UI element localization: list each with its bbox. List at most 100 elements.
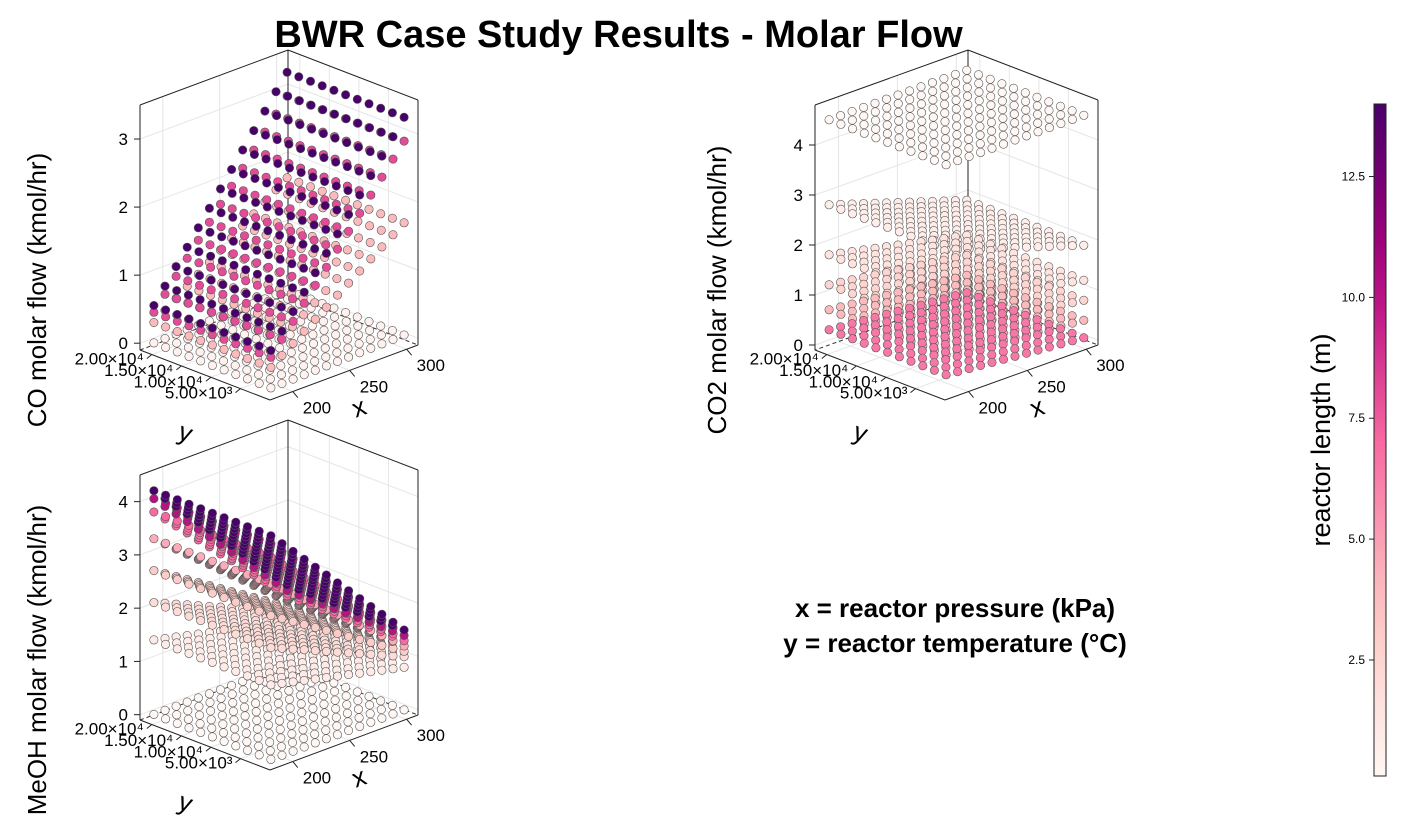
data-point: [329, 85, 339, 95]
data-point: [230, 360, 240, 370]
x-tick-label: 300: [417, 356, 445, 375]
data-point: [296, 144, 306, 154]
data-point: [253, 293, 263, 303]
data-point: [193, 223, 203, 233]
data-point: [310, 244, 320, 254]
data-point: [365, 221, 375, 231]
data-point: [1021, 131, 1031, 141]
data-point: [219, 344, 229, 354]
data-point: [387, 213, 397, 223]
data-point: [929, 147, 939, 157]
data-point: [321, 286, 331, 296]
data-point: [1033, 242, 1043, 252]
data-point: [318, 105, 328, 115]
data-point: [399, 218, 409, 228]
data-point: [263, 250, 273, 260]
data-point: [310, 268, 320, 278]
data-point: [265, 322, 275, 332]
data-point: [242, 313, 252, 323]
data-point: [344, 278, 354, 288]
data-point: [298, 239, 308, 249]
data-point: [276, 289, 286, 299]
data-point: [321, 262, 331, 272]
data-point: [364, 204, 374, 214]
data-point: [859, 128, 869, 138]
data-point: [266, 383, 276, 393]
data-point: [254, 317, 264, 327]
data-point: [251, 235, 261, 245]
data-point: [254, 369, 264, 379]
data-point: [343, 261, 353, 271]
data-point: [276, 370, 286, 380]
data-point: [321, 224, 331, 234]
data-point: [964, 152, 974, 162]
data-point: [299, 310, 309, 320]
data-point: [161, 342, 171, 352]
z-axis-label: CO molar flow (kmol/hr): [22, 153, 52, 427]
data-point: [847, 259, 857, 269]
data-point: [195, 280, 205, 290]
data-point: [275, 230, 285, 240]
data-point: [275, 244, 285, 254]
data-point: [227, 188, 237, 198]
data-point: [276, 361, 286, 371]
data-point: [172, 347, 182, 357]
data-point: [331, 181, 341, 191]
data-point: [184, 351, 194, 361]
data-point: [952, 121, 962, 131]
data-point: [341, 307, 351, 317]
data-point: [353, 118, 363, 128]
data-point: [273, 159, 283, 169]
data-point: [317, 186, 327, 196]
data-point: [332, 244, 342, 254]
data-point: [217, 267, 227, 277]
data-point: [1033, 127, 1043, 137]
data-point: [354, 249, 364, 259]
data-point: [239, 193, 249, 203]
data-point: [207, 360, 217, 370]
data-point: [353, 233, 363, 243]
data-point: [284, 139, 294, 149]
data-point: [962, 91, 972, 101]
y-tick: [235, 388, 241, 394]
colorbar-tick-label: 2.5: [1348, 653, 1365, 667]
data-point: [319, 325, 329, 335]
data-point: [341, 90, 351, 100]
data-point: [929, 155, 939, 165]
colorbar-tick-label: 7.5: [1348, 411, 1365, 425]
data-point: [265, 374, 275, 384]
data-point: [272, 111, 282, 121]
data-point: [859, 263, 869, 273]
data-point: [320, 177, 330, 187]
data-point: [871, 218, 881, 228]
data-point: [939, 82, 949, 92]
data-point: [310, 365, 320, 375]
data-point: [243, 353, 253, 363]
data-point: [917, 108, 927, 118]
colorbar-tick-label: 12.5: [1342, 170, 1366, 184]
data-point: [266, 362, 276, 372]
data-point: [341, 195, 351, 205]
data-point: [365, 237, 375, 247]
data-point: [342, 245, 352, 255]
data-point: [1056, 119, 1066, 129]
data-point: [388, 132, 398, 142]
data-point: [263, 226, 273, 236]
colorbar-tick-label: 5.0: [1348, 532, 1365, 546]
data-point: [364, 316, 374, 326]
data-point: [207, 351, 217, 361]
data-point: [265, 298, 275, 308]
data-point: [161, 322, 171, 332]
data-point: [149, 338, 159, 348]
frame-edge: [287, 49, 419, 101]
data-point: [894, 133, 904, 143]
data-point: [228, 212, 238, 222]
data-point: [251, 221, 261, 231]
data-point: [353, 321, 363, 331]
x-tick: [406, 348, 412, 356]
data-point: [308, 330, 318, 340]
data-point: [298, 352, 308, 362]
data-point: [228, 236, 238, 246]
